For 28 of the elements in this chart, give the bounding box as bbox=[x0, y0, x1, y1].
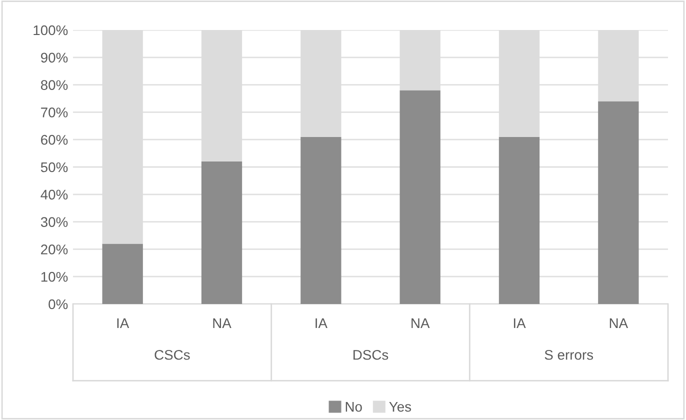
y-tick-label: 30% bbox=[40, 217, 68, 227]
y-tick-label: 40% bbox=[40, 190, 68, 200]
x-tick-label: NA bbox=[412, 318, 430, 328]
y-tick-label: 100% bbox=[34, 25, 68, 36]
y-tick-label: 10% bbox=[41, 272, 68, 282]
bar bbox=[498, 136, 540, 304]
bar bbox=[102, 244, 143, 304]
x-tick-label: NA bbox=[610, 318, 628, 328]
legend-label: Yes bbox=[389, 402, 412, 412]
legend-label: No bbox=[346, 402, 362, 412]
x-tick-label: IA bbox=[514, 318, 526, 328]
y-tick-label: 0% bbox=[48, 299, 68, 310]
x-tick-label: IA bbox=[117, 318, 130, 328]
y-tick-label: 90% bbox=[40, 52, 68, 63]
bar bbox=[400, 90, 440, 304]
text: DSCs bbox=[354, 350, 388, 360]
y-tick-label: 50% bbox=[40, 162, 68, 172]
bar bbox=[201, 162, 242, 304]
text: CSCs bbox=[154, 350, 190, 360]
y-tick-label: 60% bbox=[41, 134, 68, 145]
y-tick-label: 80% bbox=[40, 80, 68, 90]
bar bbox=[300, 136, 342, 304]
y-tick-label: 70% bbox=[41, 108, 68, 118]
x-tick-label: IA bbox=[316, 318, 328, 328]
bar bbox=[598, 101, 639, 304]
y-tick-label: 20% bbox=[41, 244, 68, 254]
text: S errors bbox=[544, 350, 594, 360]
x-tick-label: NA bbox=[213, 318, 232, 328]
